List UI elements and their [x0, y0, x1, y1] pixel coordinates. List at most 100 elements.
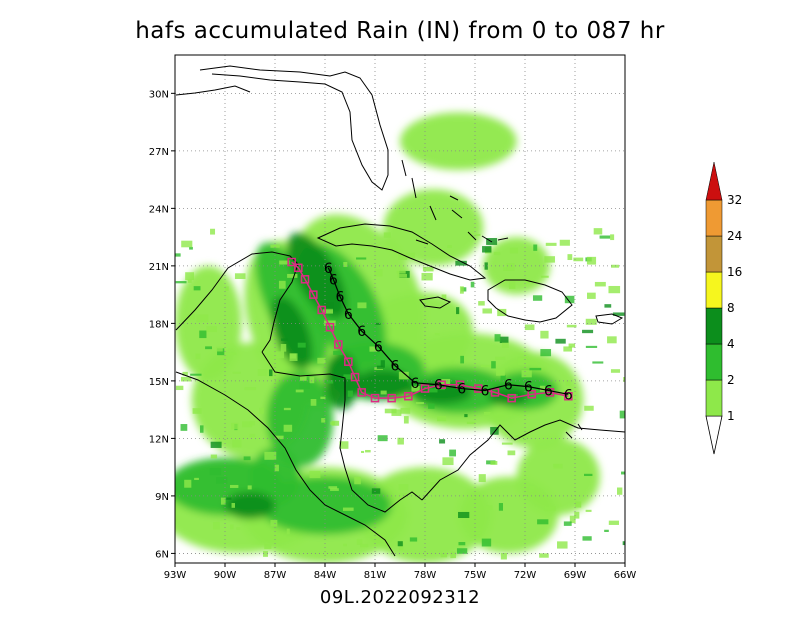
- colorbar-label: 4: [727, 337, 735, 351]
- latitude-ticks: 6N 9N 12N 15N 18N 21N 24N 27N 30N: [149, 89, 175, 560]
- colorbar-label: 1: [727, 409, 735, 423]
- rain-speckle: [279, 260, 290, 265]
- rainfall-field: [175, 112, 625, 563]
- rain-speckle: [574, 511, 580, 519]
- rain-speckle: [540, 275, 549, 278]
- rain-speckle: [400, 407, 411, 414]
- rain-speckle: [330, 421, 335, 425]
- rain-speckle: [287, 273, 298, 278]
- rain-speckle: [259, 407, 264, 414]
- rain-speckle: [356, 257, 367, 260]
- rain-speckle: [575, 501, 582, 508]
- rain-speckle: [559, 239, 570, 246]
- rain-speckle: [573, 257, 584, 262]
- rain-blob: [225, 492, 275, 519]
- rain-blob: [175, 265, 242, 381]
- rain-speckle: [283, 407, 291, 411]
- rain-speckle: [375, 322, 381, 325]
- lat-tick-label: 24N: [149, 204, 169, 215]
- rain-speckle: [565, 380, 571, 386]
- rain-speckle: [496, 368, 505, 376]
- rain-speckle: [604, 529, 609, 532]
- rain-speckle: [482, 246, 492, 253]
- rain-speckle: [517, 357, 528, 365]
- rain-speckle: [582, 329, 594, 334]
- rain-speckle: [494, 334, 501, 342]
- rain-speckle: [224, 286, 229, 291]
- rain-speckle: [181, 240, 193, 248]
- rain-speckle: [544, 506, 556, 511]
- observed-track-point: [545, 388, 555, 397]
- rain-speckle: [455, 260, 467, 266]
- rain-speckle: [226, 352, 237, 355]
- forecast-track-point: 6: [357, 324, 366, 340]
- observed-track-point: [300, 275, 310, 284]
- lon-tick-label: 75W: [464, 570, 487, 581]
- rain-speckle: [283, 424, 293, 432]
- rain-speckle: [545, 242, 557, 246]
- rain-speckle: [185, 272, 195, 281]
- rain-speckle: [193, 286, 201, 291]
- rain-speckle: [539, 553, 549, 558]
- colorbar-label: 2: [727, 373, 735, 387]
- rain-speckle: [421, 272, 433, 281]
- rain-speckle: [342, 507, 354, 511]
- lat-tick-label: 30N: [149, 89, 169, 100]
- rain-speckle: [199, 425, 204, 433]
- rain-speckle: [365, 449, 371, 453]
- rain-speckle: [343, 543, 347, 547]
- rain-speckle: [324, 380, 334, 384]
- rain-speckle: [217, 348, 225, 356]
- observed-track-point: [287, 257, 296, 267]
- rain-speckle: [497, 308, 507, 317]
- rain-speckle: [475, 233, 481, 236]
- rain-speckle: [585, 345, 598, 348]
- colorbar-label: 32: [727, 193, 742, 207]
- observed-track-point: [404, 391, 413, 401]
- rain-speckle: [449, 449, 457, 457]
- rain-speckle: [607, 336, 617, 344]
- rain-speckle: [216, 346, 223, 352]
- rain-speckle: [232, 371, 241, 374]
- rain-blob: [516, 438, 600, 516]
- lat-tick-label: 9N: [155, 492, 169, 503]
- storm-id-label: 09L.2022092312: [319, 587, 481, 608]
- rain-speckle: [441, 294, 447, 301]
- rain-speckle: [450, 551, 457, 559]
- rain-speckle: [557, 541, 568, 549]
- lat-tick-label: 6N: [155, 549, 169, 560]
- rain-speckle: [586, 256, 597, 265]
- rain-speckle: [210, 441, 222, 448]
- rain-speckle: [569, 515, 576, 524]
- rain-speckle: [623, 377, 625, 382]
- rain-speckle: [377, 435, 388, 442]
- rain-speckle: [175, 253, 181, 257]
- rain-speckle: [604, 304, 612, 308]
- rain-speckle: [478, 474, 486, 483]
- rain-speckle: [299, 382, 310, 390]
- lon-tick-label: 87W: [264, 570, 287, 581]
- rain-speckle: [275, 351, 285, 359]
- rain-speckle: [544, 256, 555, 263]
- forecast-track-point: 6: [457, 382, 466, 398]
- rain-speckle: [424, 351, 428, 356]
- rain-speckle: [470, 281, 475, 288]
- rain-speckle: [231, 502, 236, 508]
- longitude-ticks: 93W 90W 87W 84W 81W 78W 75W 72W 69W 66W: [164, 563, 636, 581]
- colorbar-label: 16: [727, 265, 742, 279]
- coastlines: [175, 65, 625, 557]
- rain-speckle: [263, 551, 268, 557]
- rain-speckle: [498, 503, 503, 511]
- rain-speckle: [187, 313, 196, 320]
- rain-speckle: [422, 266, 434, 272]
- rain-speckle: [612, 312, 625, 316]
- rain-blob: [287, 232, 347, 319]
- rain-speckle: [478, 301, 485, 306]
- rain-speckle: [234, 273, 246, 280]
- rain-speckle: [500, 375, 506, 381]
- rain-speckle: [195, 353, 201, 360]
- observed-track-point: [370, 393, 380, 403]
- rain-speckle: [264, 451, 277, 460]
- rain-speckle: [585, 318, 597, 325]
